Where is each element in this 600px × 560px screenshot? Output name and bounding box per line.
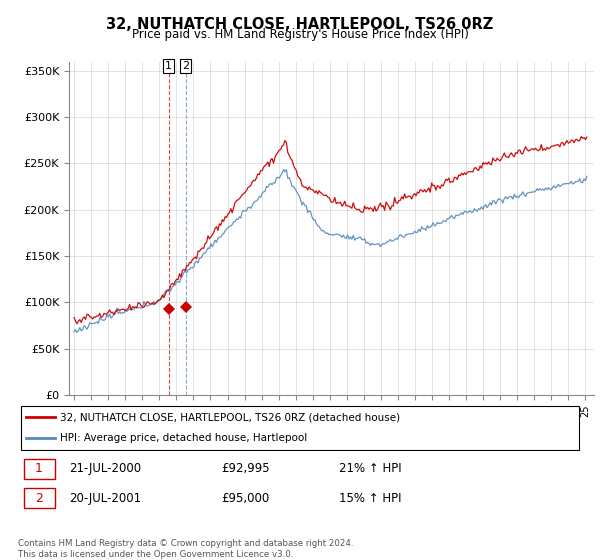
Text: 20-JUL-2001: 20-JUL-2001 [69,492,141,505]
Text: 15% ↑ HPI: 15% ↑ HPI [340,492,402,505]
Text: 2: 2 [35,492,43,505]
Text: 1: 1 [35,462,43,475]
Text: HPI: Average price, detached house, Hartlepool: HPI: Average price, detached house, Hart… [60,433,308,444]
FancyBboxPatch shape [23,488,55,508]
FancyBboxPatch shape [21,406,579,450]
Text: 32, NUTHATCH CLOSE, HARTLEPOOL, TS26 0RZ (detached house): 32, NUTHATCH CLOSE, HARTLEPOOL, TS26 0RZ… [60,412,400,422]
Text: 32, NUTHATCH CLOSE, HARTLEPOOL, TS26 0RZ: 32, NUTHATCH CLOSE, HARTLEPOOL, TS26 0RZ [106,17,494,32]
Text: £92,995: £92,995 [221,462,269,475]
Text: Contains HM Land Registry data © Crown copyright and database right 2024.
This d: Contains HM Land Registry data © Crown c… [18,539,353,559]
Text: 2: 2 [182,61,189,71]
Text: 1: 1 [165,61,172,71]
FancyBboxPatch shape [23,459,55,479]
Text: 21% ↑ HPI: 21% ↑ HPI [340,462,402,475]
Text: 21-JUL-2000: 21-JUL-2000 [69,462,141,475]
Text: Price paid vs. HM Land Registry's House Price Index (HPI): Price paid vs. HM Land Registry's House … [131,28,469,41]
Text: £95,000: £95,000 [221,492,269,505]
